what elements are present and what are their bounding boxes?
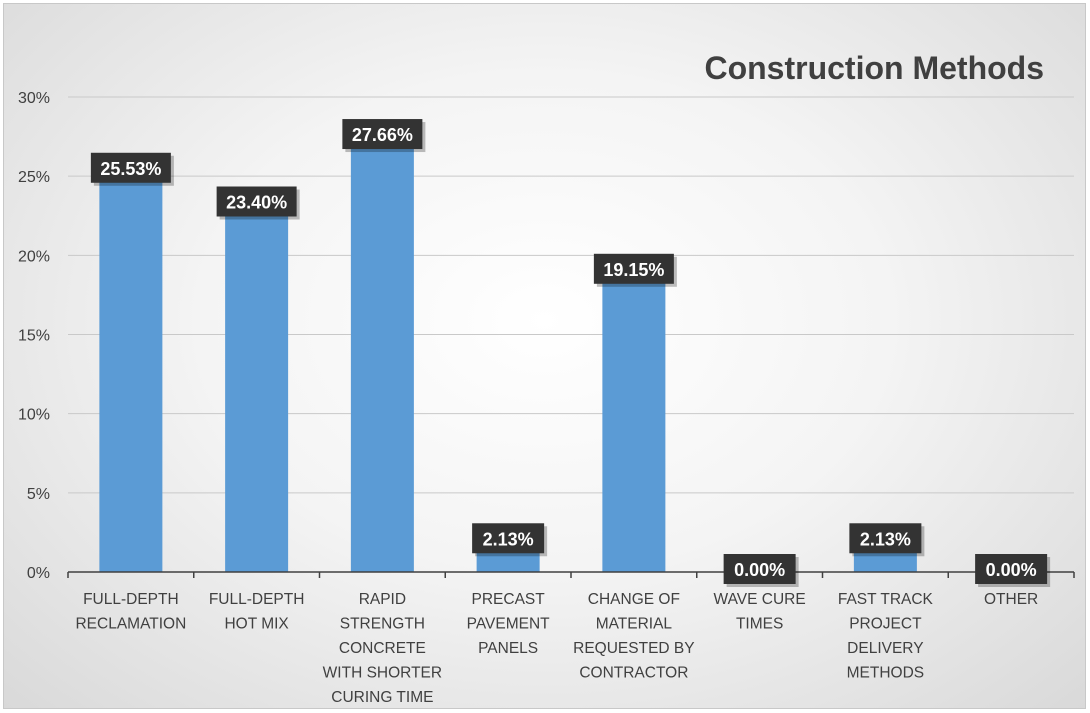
- data-label-box: [90, 152, 171, 183]
- y-axis-ticks: 0% 5% 10% 15% 20% 25% 30%: [18, 90, 50, 582]
- data-label-box: [723, 554, 796, 584]
- bar: [225, 201, 289, 572]
- x-category-label: FULL-DEPTH HOT MIX: [209, 591, 305, 633]
- y-tick-label: 5%: [27, 486, 50, 503]
- x-category-label: OTHER: [984, 591, 1038, 608]
- y-tick-label: 15%: [18, 328, 50, 345]
- y-tick-label: 25%: [18, 169, 50, 186]
- y-tick-label: 30%: [18, 90, 50, 107]
- data-label-text: 0.00%: [734, 560, 785, 580]
- x-category-label: CHANGE OF MATERIAL REQUESTED BY CONTRACTOR: [573, 591, 694, 682]
- y-tick-label: 20%: [18, 248, 50, 265]
- data-label-text: 27.66%: [352, 125, 413, 145]
- data-label: 25.53%: [90, 152, 174, 186]
- x-axis: [67, 571, 1075, 578]
- chart-svg: Construction Methods 0% 5% 10% 15% 20% 25% 30%…: [18, 50, 1075, 706]
- x-axis-labels: FULL-DEPTH RECLAMATION FULL-DEPTH HOT MIX RA…: [75, 591, 1038, 706]
- data-label-text: 0.00%: [986, 560, 1037, 580]
- gridlines: [68, 96, 1074, 494]
- data-label: 27.66%: [342, 119, 426, 153]
- chart-title: Construction Methods: [704, 50, 1044, 86]
- data-label-text: 19.15%: [603, 260, 664, 280]
- x-category-label: FAST TRACK PROJECT DELIVERY METHODS: [838, 591, 934, 682]
- bars: [99, 134, 917, 573]
- data-label-box: [472, 523, 545, 554]
- x-category-label: RAPID STRENGTH CONCRETE WITH SHORTER CURING …: [323, 591, 442, 706]
- data-label-box: [849, 523, 922, 554]
- data-label-text: 2.13%: [860, 529, 911, 549]
- chart-frame: Construction Methods 0% 5% 10% 15% 20% 25% 30%…: [3, 3, 1086, 709]
- x-category-label: WAVE CURE TIMES: [714, 591, 806, 633]
- bar: [99, 167, 163, 572]
- data-label-text: 2.13%: [483, 529, 534, 549]
- data-labels: 25.53% 23.40% 27.66% 2.13% 19.15% 0.00% 2.13% 0…: [90, 119, 1051, 587]
- bar: [350, 134, 414, 573]
- y-tick-label: 0%: [27, 565, 50, 582]
- data-label-box: [593, 253, 674, 284]
- y-tick-label: 10%: [18, 407, 50, 424]
- bar: [602, 268, 666, 572]
- data-label: 0.00%: [723, 554, 799, 587]
- x-category-label: PRECAST PAVEMENT PANELS: [467, 591, 550, 657]
- data-label: 2.13%: [472, 523, 548, 557]
- data-label: 19.15%: [593, 253, 677, 287]
- x-category-label: FULL-DEPTH RECLAMATION: [75, 591, 186, 633]
- data-label: 23.40%: [216, 186, 300, 220]
- data-label: 2.13%: [849, 523, 925, 557]
- data-label-box: [975, 554, 1048, 584]
- data-label-text: 25.53%: [100, 159, 161, 179]
- data-label-box: [216, 186, 297, 217]
- data-label-text: 23.40%: [226, 193, 287, 213]
- data-label-box: [342, 119, 423, 150]
- data-label: 0.00%: [975, 554, 1051, 587]
